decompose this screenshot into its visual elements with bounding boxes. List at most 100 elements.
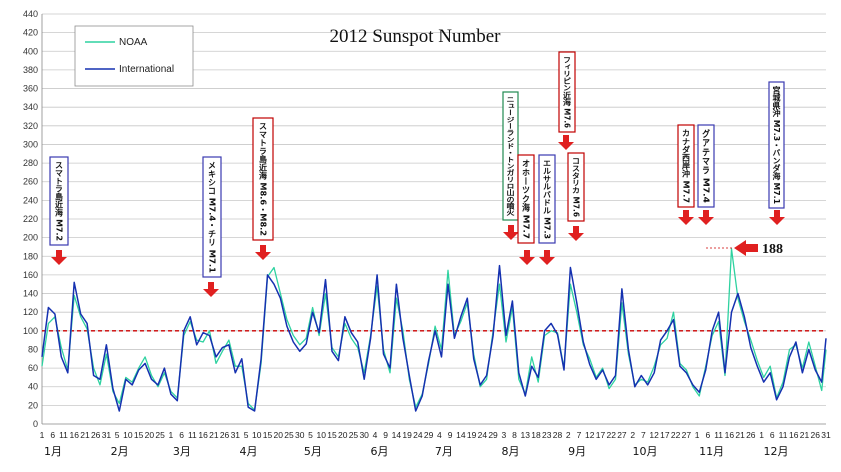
x-tick-label: 5 <box>308 430 313 440</box>
x-tick-label: 25 <box>349 430 359 440</box>
month-label: 2月 <box>111 445 129 458</box>
x-tick-label: 25 <box>155 430 165 440</box>
annotation-arrow <box>519 250 535 265</box>
annotation-box <box>768 81 785 209</box>
x-tick-label: 9 <box>383 430 388 440</box>
x-tick-label: 3 <box>501 430 506 440</box>
x-tick-label: 25 <box>284 430 294 440</box>
legend: NOAA International <box>74 25 194 87</box>
annotation-box <box>252 117 274 241</box>
annotation-3: スマトラ島近海 M8.6・M8.2 <box>252 117 274 260</box>
x-tick-label: 24 <box>413 430 423 440</box>
y-tick-label: 120 <box>23 307 38 317</box>
x-tick-label: 16 <box>69 430 79 440</box>
annotation-label: 宮城県沖 M7.3・バンダ海 M7.1 <box>772 85 781 204</box>
x-tick-label: 20 <box>338 430 348 440</box>
x-tick-label: 4 <box>437 430 442 440</box>
x-tick-label: 18 <box>531 430 541 440</box>
annotation-box <box>558 51 576 133</box>
y-tick-label: 300 <box>23 139 38 149</box>
annotation-arrow <box>769 210 785 225</box>
y-tick-label: 400 <box>23 46 38 56</box>
month-label: 7月 <box>435 445 453 458</box>
x-tick-label: 9 <box>448 430 453 440</box>
y-tick-label: 60 <box>28 363 38 373</box>
x-tick-label: 20 <box>274 430 284 440</box>
annotation-label: スマトラ島近海 M7.2 <box>55 161 64 241</box>
x-tick-label: 1 <box>169 430 174 440</box>
x-tick-label: 10 <box>252 430 262 440</box>
x-tick-label: 1 <box>695 430 700 440</box>
x-tick-label: 19 <box>467 430 477 440</box>
x-tick-label: 27 <box>617 430 627 440</box>
annotation-label: フィリピン近海 M7.6 <box>563 56 572 128</box>
x-tick-label: 14 <box>456 430 466 440</box>
annotation-arrow <box>51 250 67 265</box>
series-line-international <box>41 264 827 412</box>
x-tick-label: 21 <box>735 430 745 440</box>
x-tick-label: 29 <box>488 430 498 440</box>
annotation-6: エルサルバドル M7.3 <box>538 154 556 265</box>
x-tick-label: 1 <box>40 430 45 440</box>
event-annotations: スマトラ島近海 M7.2 メキシコ M7.4・チリ M7.1 スマトラ島近海 M8.… <box>49 51 785 297</box>
x-tick-label: 19 <box>402 430 412 440</box>
annotation-label: コスタリカ M7.6 <box>572 157 581 217</box>
x-tick-label: 1 <box>759 430 764 440</box>
annotation-4: ニュージーランド・トンガリロ山の噴火 <box>502 91 519 240</box>
x-tick-label: 8 <box>512 430 517 440</box>
x-tick-label: 2 <box>566 430 571 440</box>
y-tick-label: 80 <box>28 344 38 354</box>
x-tick-label: 29 <box>424 430 434 440</box>
x-tick-label: 16 <box>789 430 799 440</box>
month-label: 5月 <box>304 445 322 458</box>
annotation-2: メキシコ M7.4・チリ M7.1 <box>202 156 222 297</box>
y-tick-label: 380 <box>23 65 38 75</box>
x-tick-label: 11 <box>779 430 788 440</box>
x-tick-label: 21 <box>80 430 90 440</box>
month-label: 4月 <box>239 445 257 458</box>
annotation-8: コスタリカ M7.6 <box>567 152 585 241</box>
annotation-label: グアテマラ M7.4 <box>702 128 711 204</box>
x-tick-label: 26 <box>91 430 101 440</box>
x-tick-label: 16 <box>725 430 735 440</box>
x-tick-label: 26 <box>811 430 821 440</box>
annotation-label: オホーツク海 M7.7 <box>522 159 531 239</box>
x-tick-label: 5 <box>115 430 120 440</box>
x-tick-label: 15 <box>263 430 273 440</box>
annotation-arrow <box>203 282 219 297</box>
y-tick-label: 320 <box>23 121 38 131</box>
month-label: 12月 <box>764 445 789 458</box>
x-tick-label: 22 <box>671 430 681 440</box>
x-tick-label: 11 <box>59 430 68 440</box>
x-tick-label: 11 <box>188 430 197 440</box>
x-tick-label: 24 <box>478 430 488 440</box>
x-tick-label: 21 <box>209 430 219 440</box>
peak-label: 188 <box>762 242 783 257</box>
x-tick-label: 28 <box>553 430 563 440</box>
x-tick-label: 31 <box>821 430 831 440</box>
annotation-box <box>677 124 695 208</box>
x-tick-label: 10 <box>123 430 133 440</box>
x-tick-label: 6 <box>50 430 55 440</box>
x-tick-label: 2 <box>630 430 635 440</box>
annotation-box <box>697 124 715 208</box>
month-label: 6月 <box>370 445 388 458</box>
month-label: 9月 <box>568 445 586 458</box>
month-label: 1月 <box>44 445 62 458</box>
y-tick-label: 160 <box>23 270 38 280</box>
y-tick-label: 140 <box>23 289 38 299</box>
x-tick-label: 30 <box>295 430 305 440</box>
x-tick-label: 10 <box>316 430 326 440</box>
y-tick-label: 180 <box>23 251 38 261</box>
x-tick-label: 26 <box>220 430 230 440</box>
x-tick-label: 21 <box>800 430 810 440</box>
x-tick-label: 6 <box>179 430 184 440</box>
y-tick-label: 0 <box>33 419 38 429</box>
annotation-arrow <box>698 210 714 225</box>
x-tick-label: 23 <box>542 430 552 440</box>
annotation-label: カナダ西岸沖 M7.7 <box>682 129 691 203</box>
annotation-11: 宮城県沖 M7.3・バンダ海 M7.1 <box>768 81 785 225</box>
x-tick-label: 30 <box>359 430 369 440</box>
annotation-7: フィリピン近海 M7.6 <box>558 51 576 150</box>
